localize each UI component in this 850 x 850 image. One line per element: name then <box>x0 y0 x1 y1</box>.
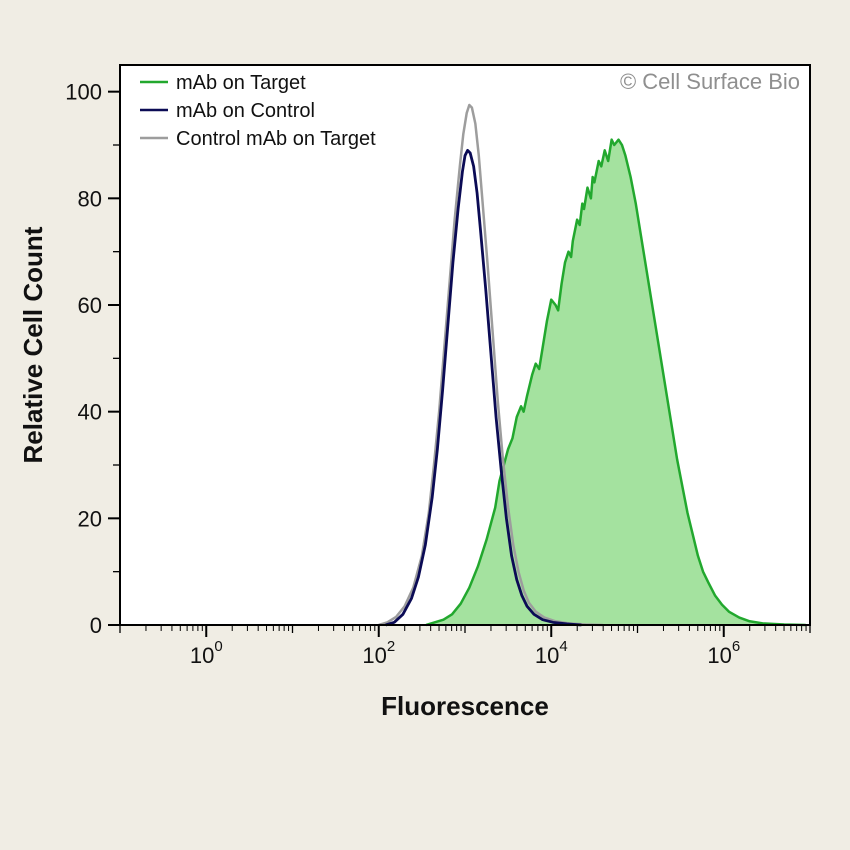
y-tick-label: 60 <box>78 293 102 318</box>
legend-label-0: mAb on Target <box>176 72 306 94</box>
x-tick-label: 102 <box>362 638 395 668</box>
x-tick-label: 104 <box>535 638 568 668</box>
flow-cytometry-histogram: 100 102 104 106 0 20 40 60 80 100 Fluorescence Rela… <box>0 0 850 850</box>
x-tick-label: 106 <box>707 638 740 668</box>
legend-label-2: Control mAb on Target <box>176 128 376 150</box>
y-tick-label: 100 <box>65 80 102 105</box>
y-tick-label: 40 <box>78 400 102 425</box>
legend-label-1: mAb on Control <box>176 100 315 122</box>
x-tick-label: 100 <box>190 638 223 668</box>
y-axis-label: Relative Cell Count <box>18 226 48 463</box>
y-tick-label: 20 <box>78 506 102 531</box>
chart-frame: { "chart": { "type": "histogram", "backg… <box>0 0 850 850</box>
watermark: © Cell Surface Bio <box>620 69 800 94</box>
x-axis-label: Fluorescence <box>381 691 549 721</box>
y-tick-label: 80 <box>78 186 102 211</box>
y-tick-label: 0 <box>90 613 102 638</box>
